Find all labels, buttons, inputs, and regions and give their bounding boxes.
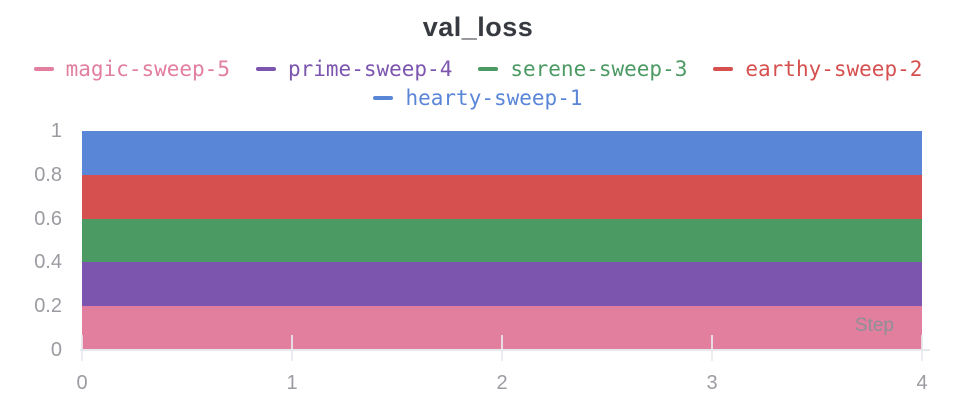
legend-item-earthy-sweep-2[interactable]: earthy-sweep-2 xyxy=(713,57,922,81)
legend-item-serene-sweep-3[interactable]: serene-sweep-3 xyxy=(478,57,687,81)
y-tick-label-1: 1 xyxy=(50,120,62,142)
legend-line-swatch xyxy=(33,67,54,71)
legend-label: magic-sweep-5 xyxy=(65,57,230,81)
plot-area[interactable]: Step xyxy=(80,131,930,361)
x-axis-label: Step xyxy=(854,315,894,336)
x-tick-label-0: 0 xyxy=(76,372,88,394)
x-tick-label-1: 1 xyxy=(286,372,298,394)
legend-label: hearty-sweep-1 xyxy=(405,86,583,110)
x-tick-label-3: 3 xyxy=(706,372,718,394)
series-area-layer xyxy=(82,131,922,350)
x-tick-mark-0 xyxy=(81,335,83,361)
y-tick-label-0: 0 xyxy=(50,339,62,361)
x-tick-mark-1 xyxy=(291,335,293,361)
y-tick-label-0.6: 0.6 xyxy=(34,207,62,230)
legend-line-swatch xyxy=(373,96,394,100)
x-tick-label-4: 4 xyxy=(916,372,928,394)
x-axis-line xyxy=(80,349,930,351)
y-tick-label-0.8: 0.8 xyxy=(34,163,62,186)
y-tick-label-0.2: 0.2 xyxy=(34,295,62,318)
legend-row-1: magic-sweep-5 prime-sweep-4 serene-sweep-3… xyxy=(0,57,956,81)
legend-item-hearty-sweep-1[interactable]: hearty-sweep-1 xyxy=(373,86,583,110)
legend-line-swatch xyxy=(478,67,499,71)
legend-row-2: hearty-sweep-1 xyxy=(0,86,956,110)
x-tick-mark-3 xyxy=(711,335,713,361)
legend-line-swatch xyxy=(713,67,734,71)
x-tick-label-2: 2 xyxy=(496,372,508,394)
x-tick-mark-4 xyxy=(921,335,923,361)
legend-item-prime-sweep-4[interactable]: prime-sweep-4 xyxy=(255,57,453,81)
legend-label: earthy-sweep-2 xyxy=(745,57,923,81)
y-tick-label-0.4: 0.4 xyxy=(34,251,62,274)
legend-line-swatch xyxy=(255,67,276,71)
legend-item-magic-sweep-5[interactable]: magic-sweep-5 xyxy=(33,57,230,81)
chart-legend: magic-sweep-5 prime-sweep-4 serene-sweep-3… xyxy=(0,57,956,115)
chart-title: val_loss xyxy=(422,12,534,42)
legend-label: prime-sweep-4 xyxy=(287,57,453,81)
x-tick-mark-2 xyxy=(501,335,503,361)
legend-label: serene-sweep-3 xyxy=(510,57,688,81)
